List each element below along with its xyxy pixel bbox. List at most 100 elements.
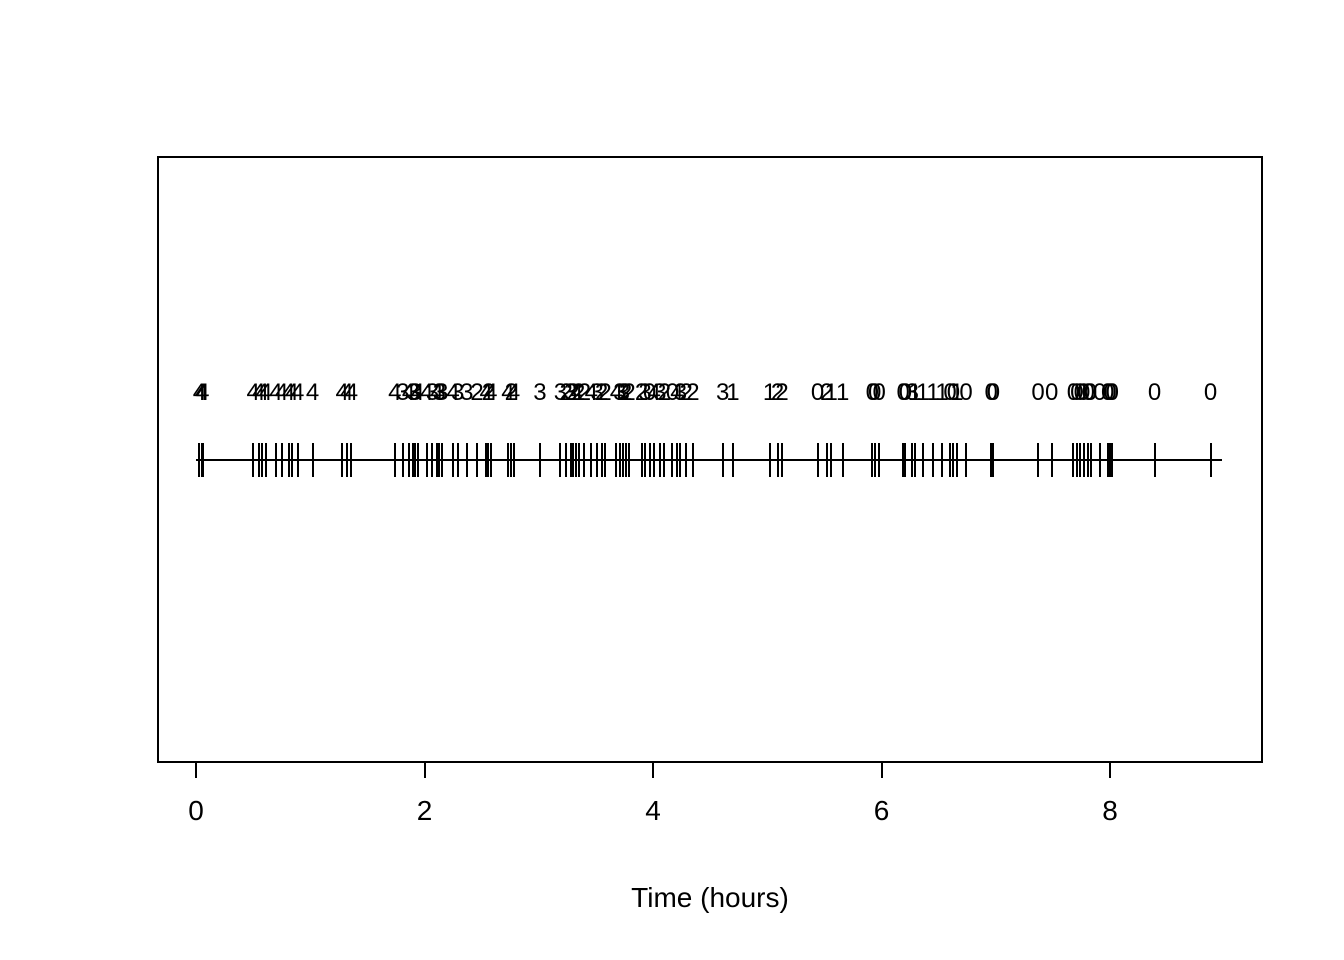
event-count-label: 3 bbox=[425, 379, 440, 406]
event-tick bbox=[1106, 443, 1109, 477]
event-tick bbox=[618, 443, 621, 477]
event-tick bbox=[476, 443, 479, 477]
event-count-label: 4 bbox=[285, 379, 299, 406]
event-count-label: 0 bbox=[1093, 379, 1107, 406]
event-tick bbox=[583, 443, 586, 477]
event-count-label: 4 bbox=[344, 379, 359, 406]
event-tick bbox=[913, 443, 916, 477]
event-tick bbox=[691, 443, 694, 477]
event-count-label: 2 bbox=[566, 379, 580, 406]
event-tick bbox=[280, 443, 283, 477]
event-count-label: 2 bbox=[819, 379, 834, 406]
event-tick bbox=[904, 443, 907, 477]
event-count-label: 3 bbox=[408, 379, 423, 406]
event-tick bbox=[1153, 443, 1156, 477]
event-tick bbox=[465, 443, 468, 477]
event-tick bbox=[512, 443, 515, 477]
event-count-label: 2 bbox=[504, 379, 518, 406]
event-count-label: 3 bbox=[905, 379, 920, 406]
x-axis-tick bbox=[423, 763, 426, 778]
event-count-label: 3 bbox=[716, 379, 730, 406]
x-axis-tick bbox=[880, 763, 883, 778]
x-axis-tick-label: 8 bbox=[1102, 795, 1118, 826]
event-count-label: 0 bbox=[1081, 379, 1095, 406]
event-tick bbox=[1050, 443, 1053, 477]
event-count-label: 4 bbox=[506, 379, 521, 406]
event-count-label: 0 bbox=[1103, 379, 1117, 406]
event-tick bbox=[393, 443, 396, 477]
event-tick bbox=[506, 443, 509, 477]
event-tick bbox=[264, 443, 267, 477]
event-tick bbox=[1109, 443, 1111, 477]
event-count-label: 3 bbox=[432, 379, 447, 406]
event-count-label: 0 bbox=[986, 379, 1001, 406]
event-tick bbox=[685, 443, 688, 477]
event-count-label: 4 bbox=[252, 379, 266, 406]
event-tick bbox=[431, 443, 434, 477]
event-tick bbox=[287, 443, 290, 477]
event-tick bbox=[675, 443, 678, 477]
event-count-label: 3 bbox=[638, 379, 652, 406]
event-tick bbox=[401, 443, 404, 477]
x-axis-tick bbox=[652, 763, 654, 778]
event-count-label: 1 bbox=[726, 379, 740, 406]
event-tick bbox=[1037, 443, 1040, 477]
event-count-label: 1 bbox=[935, 379, 949, 406]
event-count-label: 4 bbox=[281, 379, 296, 406]
event-tick bbox=[412, 443, 415, 477]
event-count-label: 4 bbox=[275, 379, 289, 406]
event-count-label: 2 bbox=[481, 379, 496, 406]
event-tick bbox=[257, 443, 260, 477]
event-tick bbox=[438, 443, 441, 477]
event-count-label: 2 bbox=[775, 379, 789, 406]
event-tick bbox=[941, 443, 944, 477]
event-count-label: 1 bbox=[835, 379, 850, 406]
event-count-label: 1 bbox=[907, 379, 922, 406]
event-count-label: 4 bbox=[388, 379, 402, 406]
event-count-label: 0 bbox=[1077, 379, 1091, 406]
event-count-label: 2 bbox=[594, 379, 609, 406]
event-count-label: 0 bbox=[1147, 379, 1162, 406]
x-axis-tick bbox=[195, 763, 197, 778]
event-tick bbox=[456, 443, 459, 477]
event-tick bbox=[653, 443, 656, 477]
event-tick bbox=[911, 443, 914, 477]
event-count-label: 2 bbox=[770, 379, 785, 406]
event-tick bbox=[604, 443, 606, 477]
event-tick bbox=[416, 443, 419, 477]
event-count-label: 0 bbox=[642, 379, 657, 406]
event-count-label: 2 bbox=[572, 379, 586, 406]
event-tick bbox=[489, 443, 492, 477]
event-tick bbox=[1079, 443, 1082, 477]
event-count-label: 1 bbox=[762, 379, 777, 406]
event-count-label: 0 bbox=[872, 379, 886, 406]
event-tick bbox=[274, 443, 277, 477]
event-count-label: 0 bbox=[1070, 379, 1084, 406]
event-tick bbox=[440, 443, 443, 477]
event-count-label: 4 bbox=[420, 379, 434, 406]
event-count-label: 4 bbox=[340, 379, 354, 406]
event-tick bbox=[569, 443, 572, 477]
event-tick bbox=[615, 443, 618, 477]
event-tick bbox=[261, 443, 264, 477]
event-count-label: 2 bbox=[470, 379, 484, 406]
event-tick bbox=[624, 443, 627, 477]
event-tick bbox=[600, 443, 603, 477]
event-tick bbox=[992, 443, 995, 477]
event-count-label: 2 bbox=[634, 379, 649, 406]
event-tick bbox=[878, 443, 881, 477]
event-count-label: 3 bbox=[616, 379, 630, 406]
event-tick bbox=[1075, 443, 1078, 477]
event-tick bbox=[721, 443, 724, 477]
event-tick bbox=[776, 443, 779, 477]
event-tick bbox=[902, 443, 905, 477]
event-tick bbox=[955, 443, 958, 477]
event-count-label: 4 bbox=[647, 379, 661, 406]
event-tick bbox=[510, 443, 513, 477]
event-count-label: 4 bbox=[501, 379, 515, 406]
event-tick bbox=[575, 443, 578, 477]
event-tick bbox=[559, 443, 562, 477]
event-tick bbox=[830, 443, 833, 477]
event-tick bbox=[565, 443, 568, 477]
event-tick bbox=[644, 443, 646, 477]
